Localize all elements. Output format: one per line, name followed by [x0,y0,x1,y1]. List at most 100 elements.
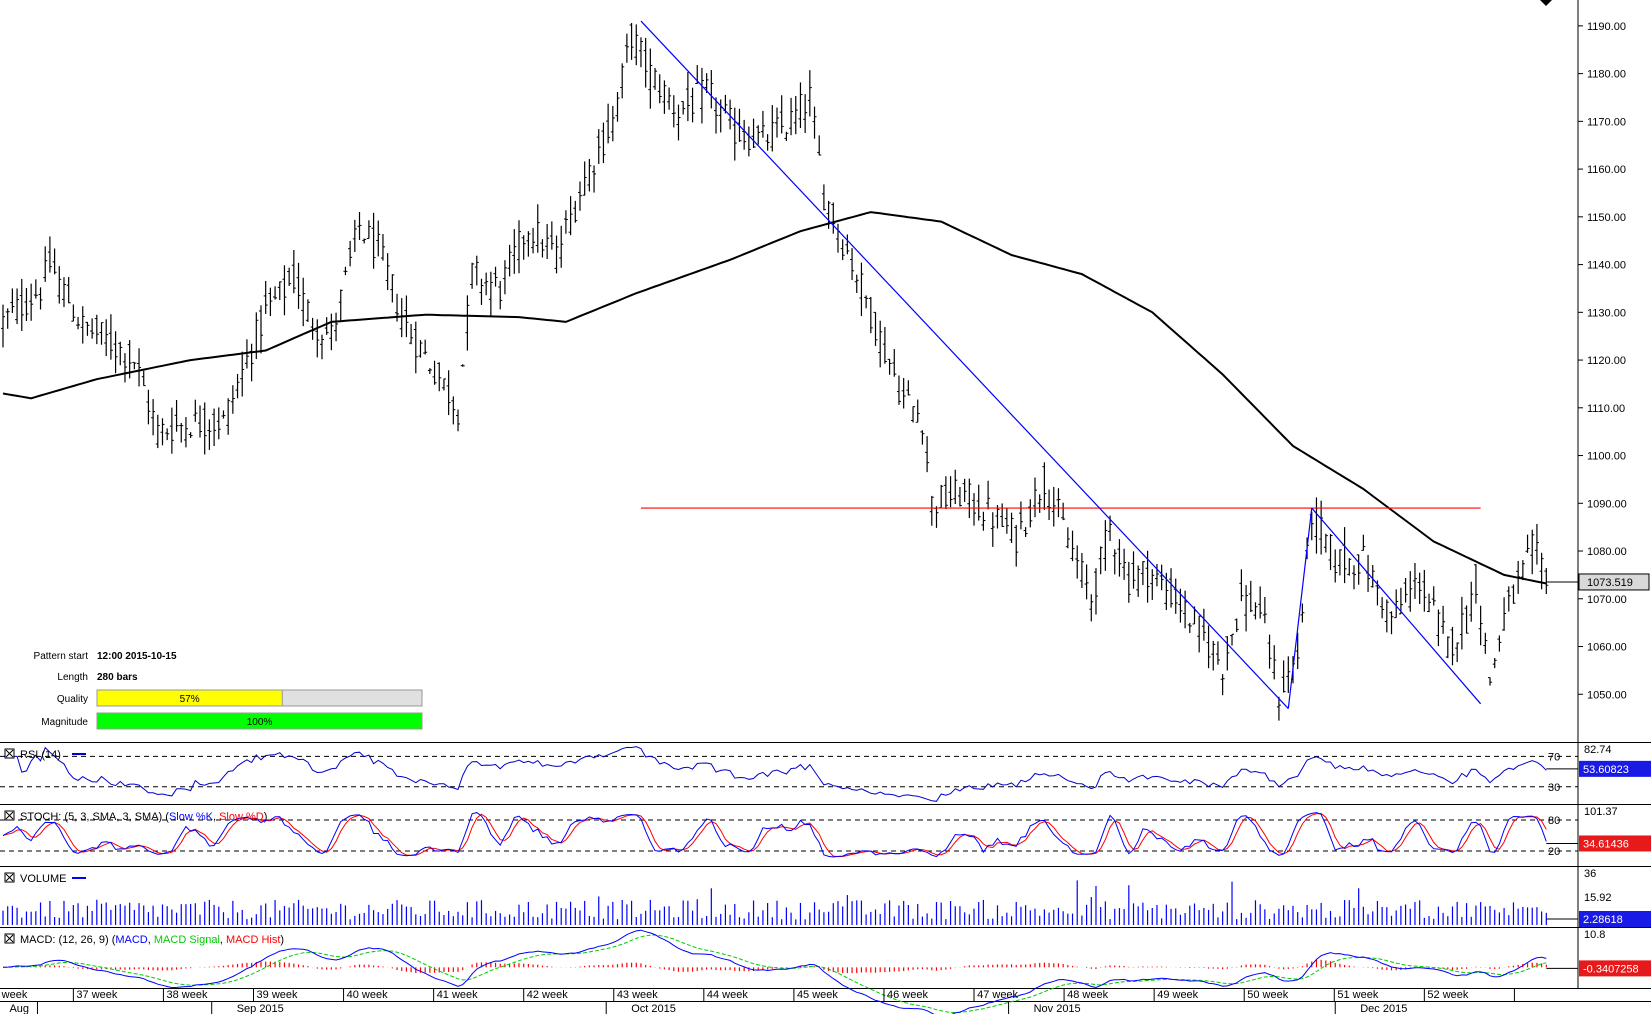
ohlc-bar [71,304,76,322]
ohlc-bar [488,271,493,317]
ohlc-bar [334,312,339,342]
ohlc-bar [1154,564,1159,587]
ohlc-bar [174,400,179,432]
ohlc-bar [409,323,414,345]
ohlc-bar [188,432,193,438]
ohlc-bar [850,248,855,281]
ohlc-bar [329,313,334,351]
ohlc-bar [953,469,958,504]
ohlc-bar [1258,586,1263,619]
ohlc-bar [995,505,1000,529]
ohlc-bar [348,240,353,267]
panel-close-icon[interactable] [4,933,15,944]
ohlc-bar [896,375,901,405]
ohlc-bar [502,260,507,295]
ohlc-bar [868,296,873,334]
ohlc-bar [38,287,43,310]
ohlc-bar [1183,590,1188,629]
ohlc-bar [624,33,629,63]
week-label: 45 week [797,989,838,1001]
ohlc-bar [1014,525,1019,567]
ohlc-bar [1023,527,1028,537]
macd-axis-label: 10.8 [1584,929,1605,941]
ohlc-bar [268,287,273,317]
price-tick-label: 1050.00 [1587,689,1627,701]
week-label: 43 week [617,989,658,1001]
price-axis-ticks: 1190.00 1180.00 1170.00 1160.00 1150.00 1140.… [1578,21,1627,701]
ohlc-bar [259,305,263,354]
ohlc-bar [615,91,620,122]
ohlc-bar [413,321,418,374]
price-tick-label: 1080.00 [1587,546,1627,558]
length-label: Length [57,672,88,683]
ohlc-bar [638,37,643,68]
week-label: 47 week [977,989,1018,1001]
pattern-info: Pattern start 12:00 2015-10-15 Length 280 b… [34,651,423,730]
ohlc-bar [380,234,385,261]
ohlc-bar [784,131,789,142]
ohlc-bar [446,370,451,416]
ohlc-bar [212,408,217,447]
ohlc-bar [1356,554,1361,585]
pattern-line [1311,507,1482,705]
ohlc-bar [61,277,66,308]
ohlc-bar [1239,569,1244,602]
stoch-title: STOCH: (5, 3, SMA, 3, SMA) (Slow %K, Slo… [20,811,267,823]
ohlc-bar [282,265,287,316]
ohlc-bar [629,22,634,60]
ohlc-bar [606,103,611,144]
ohlc-bar [1150,569,1155,600]
stoch-level-label: 80 [1548,815,1560,827]
ohlc-bar [216,407,221,440]
ohlc-bar [1211,640,1216,671]
month-label: Oct 2015 [631,1003,676,1014]
panel-close-icon[interactable] [4,810,15,821]
macd-current-label: -0.3407258 [1583,963,1639,975]
ohlc-bar [957,486,962,507]
ohlc-bar [324,317,329,335]
ohlc-bar [859,262,864,316]
ohlc-bar [43,246,48,282]
ohlc-bar [920,430,925,445]
panel-close-icon[interactable] [4,748,15,759]
ohlc-bar [1534,523,1539,565]
ohlc-bar [418,340,423,358]
ohlc-bar [1056,488,1061,518]
ohlc-bar [423,339,428,355]
ohlc-bar [1394,589,1399,619]
rsi-axis-label: 82.74 [1584,744,1612,756]
ohlc-bar [667,87,672,110]
length-value: 280 bars [97,672,138,683]
magnitude-label: Magnitude [41,717,88,728]
ohlc-bar [1473,564,1478,604]
ohlc-bar [141,370,146,387]
price-tick-label: 1060.00 [1587,642,1627,654]
ohlc-bar [1140,561,1145,586]
ohlc-bar [714,97,719,134]
month-label: Dec 2015 [1360,1003,1407,1014]
ohlc-bar [47,236,52,273]
ohlc-bar [193,399,198,422]
ohlc-bar [198,405,203,438]
stoch-current-box [1579,835,1651,852]
panel-close-icon[interactable] [4,872,15,883]
ohlc-bar [118,341,123,366]
ohlc-bar [277,281,282,300]
price-tick-label: 1160.00 [1587,164,1626,176]
ohlc-bar [1417,572,1422,604]
scroll-marker-icon[interactable] [1540,0,1552,6]
ohlc-bar [1319,500,1324,555]
ohlc-bar [592,165,597,193]
price-tick-label: 1090.00 [1587,498,1627,510]
ohlc-bar [1103,520,1108,571]
ohlc-bar [1525,534,1530,553]
week-label: 44 week [707,989,748,1001]
ohlc-bar [1455,642,1460,663]
ohlc-bar [1530,529,1535,575]
current-price-box [1578,573,1650,591]
ohlc-bar [207,419,212,450]
ohlc-bar [19,278,24,332]
ohlc-bar [990,512,995,547]
ohlc-bar [892,349,897,377]
